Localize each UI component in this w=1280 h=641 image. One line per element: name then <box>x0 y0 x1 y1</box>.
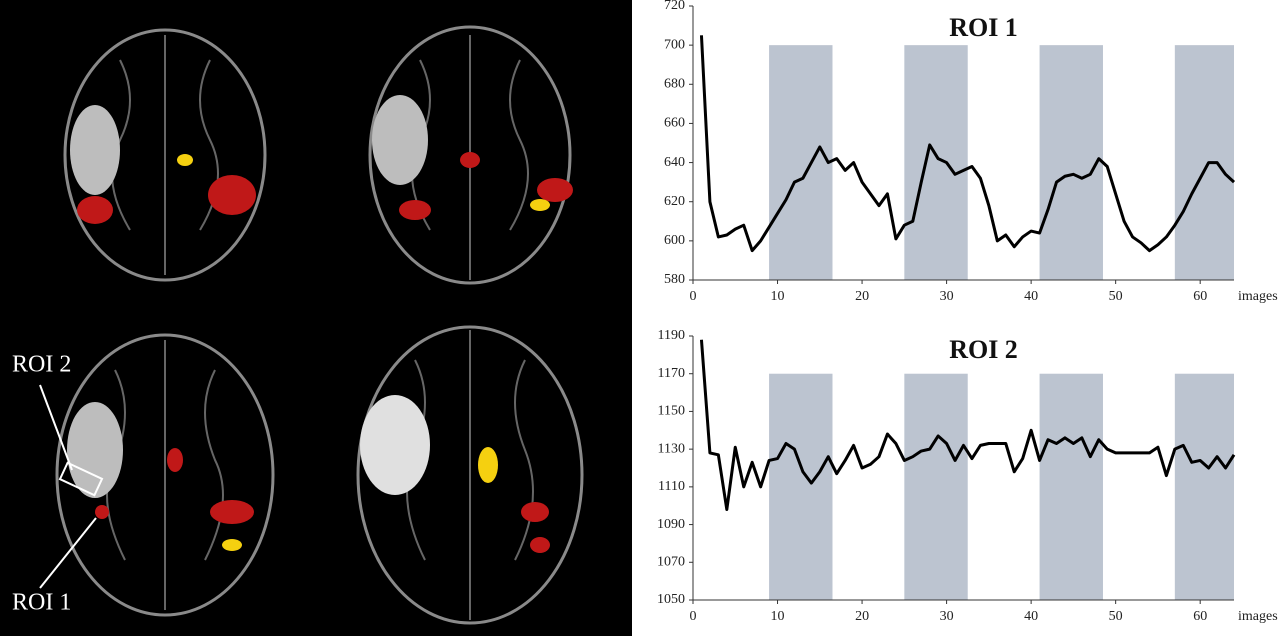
x-tick-label: 0 <box>690 289 697 304</box>
roi-arrow <box>39 384 73 471</box>
x-tick-label: 40 <box>1024 289 1038 304</box>
y-tick-label: 720 <box>664 0 685 13</box>
x-tick-label: 10 <box>771 289 785 304</box>
y-tick-label: 640 <box>664 155 685 170</box>
y-tick-label: 680 <box>664 77 685 92</box>
signal-line <box>699 35 1236 253</box>
y-tick-label: 1150 <box>658 404 685 419</box>
y-tick-label: 1130 <box>658 441 685 456</box>
roi-label: ROI 1 <box>12 590 71 616</box>
y-tick-label: 1190 <box>658 328 685 343</box>
x-tick-label: 20 <box>855 289 869 304</box>
stimulus-block <box>1174 45 1234 281</box>
stimulus-block <box>904 45 968 281</box>
stimulus-block <box>769 373 833 600</box>
stimulus-block <box>1174 373 1234 600</box>
stimulus-block <box>769 45 833 281</box>
y-tick-label: 1070 <box>657 555 685 570</box>
y-tick-label: 620 <box>664 194 685 209</box>
chart-title: ROI 1 <box>949 13 1018 42</box>
x-axis-label: images <box>1238 609 1278 624</box>
lesions <box>67 95 430 498</box>
activations <box>77 152 573 553</box>
stimulus-block <box>1039 373 1103 600</box>
x-tick-label: 20 <box>855 609 869 624</box>
x-tick-label: 40 <box>1024 609 1038 624</box>
roi-label: ROI 2 <box>12 352 71 378</box>
y-tick-label: 1170 <box>658 366 685 381</box>
y-tick-label: 1050 <box>657 592 685 607</box>
y-tick-label: 700 <box>664 37 685 52</box>
y-tick-label: 1110 <box>658 479 685 494</box>
brain-outlines <box>55 25 584 625</box>
y-tick-label: 1090 <box>657 517 685 532</box>
x-tick-label: 50 <box>1109 609 1123 624</box>
x-tick-label: 60 <box>1193 609 1207 624</box>
y-tick-label: 660 <box>664 116 685 131</box>
x-axis-label: images <box>1238 289 1278 304</box>
x-tick-label: 10 <box>771 609 785 624</box>
roi-box <box>58 461 104 497</box>
brain-panel: ROI 2 ROI 1 <box>0 0 632 636</box>
stimulus-block <box>904 373 968 600</box>
y-tick-label: 580 <box>664 272 685 287</box>
x-tick-label: 60 <box>1193 289 1207 304</box>
x-tick-label: 50 <box>1109 289 1123 304</box>
roi-arrow <box>39 517 97 589</box>
x-tick-label: 30 <box>940 289 954 304</box>
chart-title: ROI 2 <box>949 335 1018 364</box>
x-tick-label: 30 <box>940 609 954 624</box>
x-tick-label: 0 <box>690 609 697 624</box>
y-tick-label: 600 <box>664 233 685 248</box>
stimulus-block <box>1039 45 1103 281</box>
signal-line <box>699 339 1236 511</box>
